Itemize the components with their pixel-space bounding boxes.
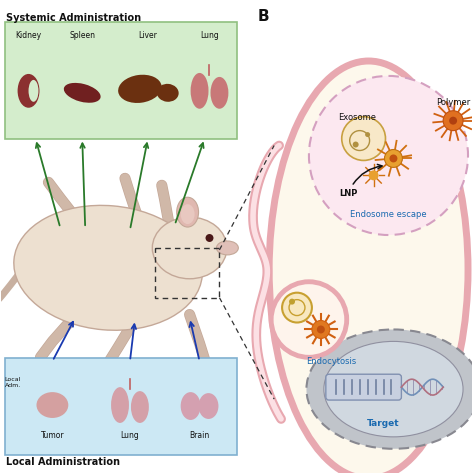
Ellipse shape	[269, 61, 468, 474]
Text: Local
Adm.: Local Adm.	[5, 377, 21, 388]
Ellipse shape	[131, 391, 149, 423]
Circle shape	[443, 111, 463, 131]
Circle shape	[369, 170, 379, 180]
Circle shape	[390, 155, 397, 163]
Ellipse shape	[152, 217, 227, 279]
Text: Endocytosis: Endocytosis	[306, 357, 356, 366]
Text: Exosome: Exosome	[337, 113, 376, 122]
Circle shape	[384, 149, 402, 167]
Ellipse shape	[177, 197, 199, 227]
Text: Polymer: Polymer	[436, 98, 470, 107]
Circle shape	[271, 282, 346, 357]
Ellipse shape	[14, 205, 202, 330]
Text: LNP: LNP	[339, 164, 382, 198]
Ellipse shape	[36, 392, 68, 418]
Circle shape	[449, 117, 457, 125]
Circle shape	[309, 76, 468, 235]
Circle shape	[317, 326, 325, 333]
Circle shape	[282, 292, 312, 322]
Text: Lung: Lung	[200, 31, 219, 40]
Ellipse shape	[181, 392, 201, 420]
Ellipse shape	[191, 73, 209, 109]
FancyBboxPatch shape	[326, 374, 401, 400]
Text: Liver: Liver	[138, 31, 157, 40]
Ellipse shape	[111, 387, 129, 423]
Ellipse shape	[118, 75, 162, 103]
Text: Spleen: Spleen	[69, 31, 95, 40]
Circle shape	[353, 142, 359, 147]
Text: Local Administration: Local Administration	[6, 457, 119, 467]
Ellipse shape	[157, 84, 179, 102]
Ellipse shape	[217, 241, 238, 255]
Circle shape	[365, 132, 370, 137]
Ellipse shape	[64, 83, 100, 103]
Text: Endosome escape: Endosome escape	[350, 210, 427, 219]
Circle shape	[206, 234, 213, 242]
FancyBboxPatch shape	[5, 358, 237, 455]
Ellipse shape	[18, 74, 39, 108]
Circle shape	[342, 117, 385, 160]
FancyBboxPatch shape	[5, 22, 237, 138]
Ellipse shape	[324, 341, 463, 437]
Ellipse shape	[307, 329, 474, 449]
Text: Tumor: Tumor	[41, 431, 64, 440]
Text: Lung: Lung	[120, 431, 139, 440]
Ellipse shape	[199, 393, 219, 419]
Text: Kidney: Kidney	[16, 31, 42, 40]
Text: Brain: Brain	[190, 431, 210, 440]
Text: B: B	[257, 9, 269, 24]
Ellipse shape	[210, 77, 228, 109]
Ellipse shape	[181, 204, 195, 224]
Circle shape	[289, 299, 295, 305]
Text: Target: Target	[367, 419, 400, 428]
Circle shape	[312, 320, 330, 338]
Text: Systemic Administration: Systemic Administration	[6, 13, 141, 23]
Ellipse shape	[28, 80, 38, 102]
